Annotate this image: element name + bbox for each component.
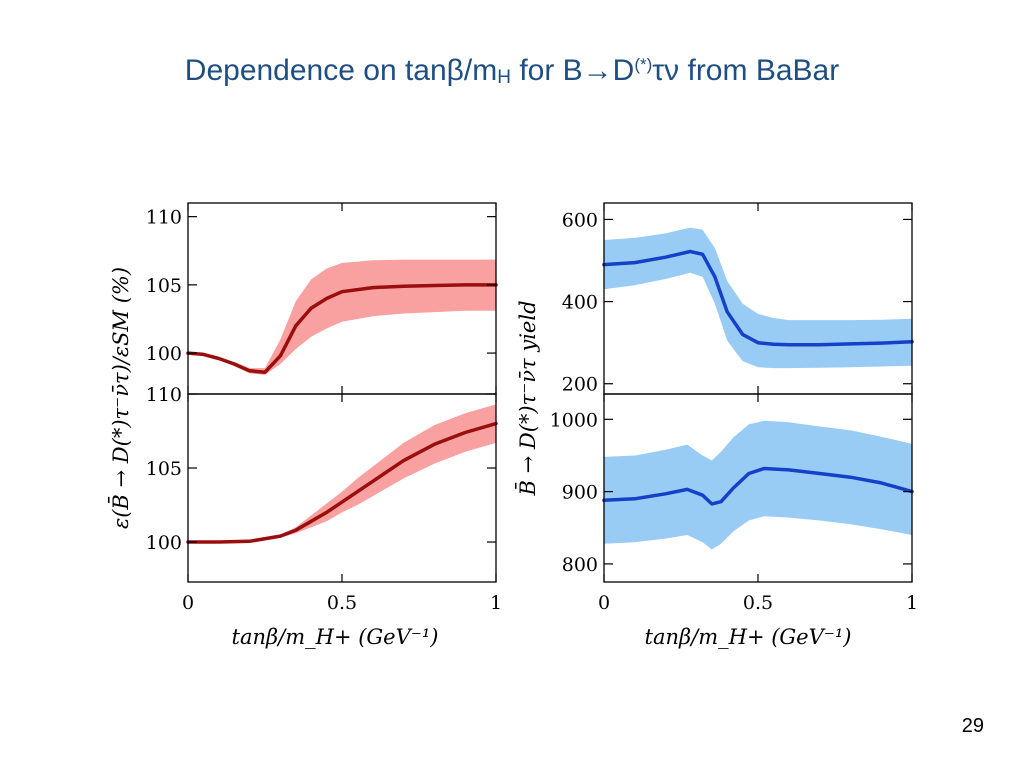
title-text-2: for B→D (510, 54, 635, 87)
left-bottom-xtick-label: 0 (182, 592, 194, 614)
left-bottom-panel: 100 105 110 0 0.5 1 (146, 384, 502, 614)
left-top-ytick-label: 110 (146, 207, 182, 229)
left-bottom-ytick-label: 105 (146, 458, 182, 480)
left-top-uncertainty-band (188, 259, 496, 375)
right-bottom-ytick-label: 900 (562, 482, 598, 504)
title-text-3: τν from BaBar (652, 54, 840, 87)
right-xlabel: tanβ/m_H+ (GeV⁻¹) (645, 625, 852, 649)
right-bottom-ytick-label: 1000 (550, 409, 598, 431)
left-top-panel: 100 105 110 (146, 202, 498, 395)
right-bottom-central-line (602, 466, 914, 506)
right-top-central-line (602, 249, 914, 347)
left-top-ytick-label: 100 (146, 343, 182, 365)
title-superscript-star: (*) (634, 55, 653, 74)
right-top-ytick-label: 600 (562, 209, 598, 231)
left-bottom-ytick-label: 110 (146, 384, 182, 406)
left-bottom-xtick-label: 1 (490, 592, 502, 614)
left-top-central-line (186, 283, 498, 374)
right-bottom-xtick-label: 0 (598, 592, 610, 614)
right-ylabel: B̄ → D(*)τ⁻ν̄τ yield (515, 300, 540, 496)
left-bottom-xtick-label: 0.5 (327, 592, 357, 614)
right-top-ytick-label: 400 (562, 292, 598, 314)
right-bottom-xtick-label: 0.5 (743, 592, 773, 614)
right-top-ytick-label: 200 (562, 374, 598, 396)
left-xlabel: tanβ/m_H+ (GeV⁻¹) (232, 625, 439, 649)
title-text-1: Dependence on tanβ/m (184, 54, 498, 87)
left-bottom-central-line (186, 421, 498, 544)
right-bottom-ytick-label: 800 (562, 554, 598, 576)
page-number: 29 (961, 715, 984, 737)
right-top-uncertainty-band (604, 227, 912, 369)
left-bottom-ytick-label: 100 (146, 532, 182, 554)
right-bottom-panel: 800 900 1000 0 0.5 1 (550, 393, 918, 614)
slide-title: Dependence on tanβ/mH for B→D(*)τν from … (0, 54, 1024, 89)
right-top-panel: 200 400 600 (562, 202, 914, 396)
left-bottom-uncertainty-band (188, 404, 496, 542)
left-top-ytick-label: 105 (146, 275, 182, 297)
left-ylabel: ε(B̄ → D(*)τ⁻ν̄τ)/εSM (%) (108, 267, 133, 529)
title-subscript-h: H (497, 67, 511, 88)
right-bottom-uncertainty-band (604, 420, 912, 550)
right-bottom-xtick-label: 1 (906, 592, 918, 614)
